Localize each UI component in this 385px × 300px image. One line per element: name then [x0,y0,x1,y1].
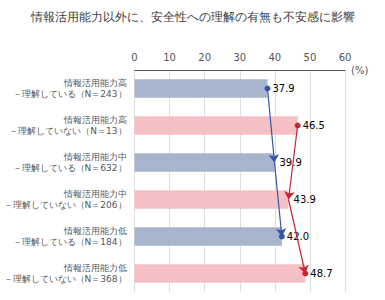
svg-text:－理解している（N＝243）: －理解している（N＝243） [13,89,127,99]
svg-text:10: 10 [163,52,176,63]
svg-text:48.7: 48.7 [310,268,332,279]
svg-text:(%): (%) [351,65,368,76]
svg-text:40: 40 [268,52,281,63]
svg-text:37.9: 37.9 [272,83,294,94]
svg-text:－理解していない（N＝368）: －理解していない（N＝368） [4,274,127,284]
svg-text:－理解している（N＝184）: －理解している（N＝184） [13,237,127,247]
svg-text:42.0: 42.0 [286,231,310,242]
svg-text:情報活用能力高: 情報活用能力高 [63,115,127,125]
svg-text:30: 30 [233,52,246,63]
svg-text:情報活用能力中: 情報活用能力中 [63,152,127,162]
svg-text:39.9: 39.9 [279,157,301,168]
svg-text:0: 0 [131,52,137,63]
svg-text:情報活用能力低: 情報活用能力低 [63,263,127,273]
svg-text:情報活用能力以外に、安全性への理解の有無も不安感に影響: 情報活用能力以外に、安全性への理解の有無も不安感に影響 [30,10,355,24]
svg-text:－理解している（N＝632）: －理解している（N＝632） [13,163,127,173]
svg-text:20: 20 [198,52,211,63]
svg-text:－理解していない（N＝13）: －理解していない（N＝13） [9,126,126,136]
svg-text:情報活用能力高: 情報活用能力高 [63,78,127,88]
svg-text:情報活用能力低: 情報活用能力低 [63,226,127,236]
svg-text:43.9: 43.9 [294,194,316,205]
svg-text:60: 60 [339,52,352,63]
svg-text:46.5: 46.5 [303,120,325,131]
svg-text:50: 50 [304,52,317,63]
svg-text:－理解していない（N＝206）: －理解していない（N＝206） [4,200,127,210]
svg-text:情報活用能力中: 情報活用能力中 [63,189,127,199]
